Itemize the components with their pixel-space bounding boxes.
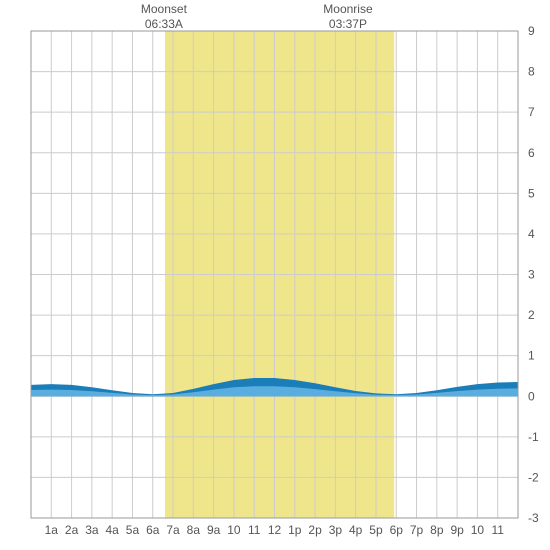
x-tick-label: 4a	[105, 523, 119, 537]
annotation-title: Moonset	[141, 2, 187, 17]
moonrise-annotation: Moonrise03:37P	[323, 2, 372, 32]
annotation-title: Moonrise	[323, 2, 372, 17]
y-tick-label: 0	[528, 389, 535, 403]
x-tick-label: 10	[227, 523, 241, 537]
x-tick-label: 2a	[65, 523, 79, 537]
x-tick-label: 6a	[146, 523, 160, 537]
x-tick-label: 2p	[308, 523, 322, 537]
x-tick-label: 1p	[288, 523, 302, 537]
y-tick-label: 7	[528, 105, 535, 119]
y-tick-label: 8	[528, 65, 535, 79]
x-tick-label: 3p	[329, 523, 343, 537]
y-tick-label: 5	[528, 186, 535, 200]
x-tick-label: 9a	[207, 523, 221, 537]
x-tick-label: 10	[471, 523, 485, 537]
chart-svg: 1a2a3a4a5a6a7a8a9a1011121p2p3p4p5p6p7p8p…	[0, 0, 550, 550]
y-tick-label: -3	[528, 511, 539, 525]
x-tick-label: 4p	[349, 523, 363, 537]
x-tick-label: 7p	[410, 523, 424, 537]
y-tick-label: 6	[528, 146, 535, 160]
annotation-time: 06:33A	[141, 17, 187, 32]
x-tick-label: 3a	[85, 523, 99, 537]
x-tick-label: 6p	[390, 523, 404, 537]
x-tick-label: 12	[268, 523, 282, 537]
x-tick-label: 11	[491, 523, 504, 537]
y-tick-label: 9	[528, 24, 535, 38]
y-tick-label: 4	[528, 227, 535, 241]
y-tick-label: 2	[528, 308, 535, 322]
x-tick-label: 11	[248, 523, 261, 537]
y-tick-label: 3	[528, 268, 535, 282]
x-tick-label: 8a	[187, 523, 201, 537]
tide-chart: 1a2a3a4a5a6a7a8a9a1011121p2p3p4p5p6p7p8p…	[0, 0, 550, 550]
x-tick-label: 5a	[126, 523, 140, 537]
y-tick-label: 1	[528, 349, 535, 363]
y-tick-label: -2	[528, 470, 539, 484]
x-tick-label: 7a	[166, 523, 180, 537]
x-tick-label: 1a	[45, 523, 59, 537]
moonset-annotation: Moonset06:33A	[141, 2, 187, 32]
x-tick-label: 5p	[369, 523, 383, 537]
annotation-time: 03:37P	[323, 17, 372, 32]
x-tick-label: 9p	[450, 523, 464, 537]
x-tick-label: 8p	[430, 523, 444, 537]
y-tick-label: -1	[528, 430, 539, 444]
